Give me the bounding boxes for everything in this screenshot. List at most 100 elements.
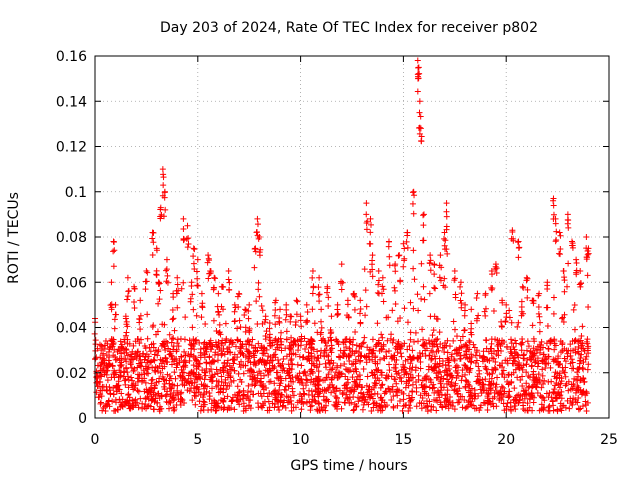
data-point xyxy=(254,215,261,222)
data-point xyxy=(519,335,526,342)
data-point xyxy=(443,367,450,374)
data-point xyxy=(369,266,376,273)
data-point xyxy=(564,211,571,218)
data-point xyxy=(206,393,213,400)
data-point xyxy=(413,403,420,410)
data-point xyxy=(417,392,424,399)
data-point xyxy=(404,319,411,326)
data-point xyxy=(221,360,228,367)
data-point xyxy=(300,354,307,361)
data-point xyxy=(371,371,378,378)
data-point xyxy=(200,406,207,413)
data-point xyxy=(246,353,253,360)
data-point xyxy=(516,396,523,403)
data-point xyxy=(386,367,393,374)
data-point xyxy=(205,275,212,282)
data-point xyxy=(351,406,358,413)
data-point xyxy=(108,279,115,286)
data-point xyxy=(181,382,188,389)
data-point xyxy=(408,396,415,403)
data-point xyxy=(127,360,134,367)
data-point xyxy=(231,391,238,398)
data-point xyxy=(368,407,375,414)
data-point xyxy=(314,355,321,362)
data-point xyxy=(189,324,196,331)
data-point xyxy=(164,272,171,279)
data-point xyxy=(481,308,488,315)
data-point xyxy=(535,310,542,317)
data-point xyxy=(510,355,517,362)
data-point xyxy=(342,339,349,346)
data-point xyxy=(410,247,417,254)
data-point xyxy=(514,323,521,330)
data-point xyxy=(505,381,512,388)
data-point xyxy=(437,387,444,394)
data-point xyxy=(391,284,398,291)
data-point xyxy=(266,365,273,372)
data-point xyxy=(501,407,508,414)
data-point xyxy=(421,384,428,391)
data-point xyxy=(411,192,418,199)
data-point xyxy=(217,331,224,338)
data-point xyxy=(462,371,469,378)
data-point xyxy=(537,319,544,326)
data-point xyxy=(410,374,417,381)
data-point xyxy=(345,353,352,360)
data-point xyxy=(190,362,197,369)
data-point xyxy=(458,377,465,384)
data-point xyxy=(160,182,167,189)
data-point xyxy=(111,346,118,353)
data-point xyxy=(240,370,247,377)
data-point xyxy=(93,374,100,381)
data-point xyxy=(501,390,508,397)
data-point xyxy=(198,314,205,321)
data-point xyxy=(416,109,423,116)
data-point xyxy=(124,352,131,359)
data-point xyxy=(347,367,354,374)
data-point xyxy=(341,385,348,392)
data-point xyxy=(453,333,460,340)
data-point xyxy=(262,316,269,323)
data-point xyxy=(142,286,149,293)
data-point xyxy=(187,295,194,302)
data-point xyxy=(148,341,155,348)
data-point xyxy=(168,361,175,368)
data-point xyxy=(220,306,227,313)
data-point xyxy=(416,130,423,137)
data-point xyxy=(390,403,397,410)
data-point xyxy=(440,375,447,382)
data-point xyxy=(401,371,408,378)
data-point xyxy=(360,365,367,372)
data-point xyxy=(131,285,138,292)
data-point xyxy=(154,364,161,371)
data-point xyxy=(431,262,438,269)
data-point xyxy=(416,349,423,356)
data-point xyxy=(192,338,199,345)
data-point xyxy=(550,310,557,317)
data-point xyxy=(341,399,348,406)
data-point xyxy=(498,383,505,390)
data-point xyxy=(458,343,465,350)
data-point xyxy=(573,271,580,278)
data-point xyxy=(389,354,396,361)
data-point xyxy=(426,398,433,405)
data-point xyxy=(498,323,505,330)
data-point xyxy=(409,388,416,395)
data-point xyxy=(561,369,568,376)
data-point xyxy=(277,397,284,404)
data-point xyxy=(141,371,148,378)
data-point xyxy=(169,335,176,342)
data-point xyxy=(185,240,192,247)
data-point xyxy=(318,337,325,344)
data-point xyxy=(288,366,295,373)
data-point xyxy=(378,290,385,297)
data-point xyxy=(147,359,154,366)
data-point xyxy=(433,336,440,343)
data-point xyxy=(179,373,186,380)
data-point xyxy=(283,311,290,318)
data-point xyxy=(323,364,330,371)
data-point xyxy=(397,278,404,285)
data-point xyxy=(156,375,163,382)
data-point xyxy=(390,393,397,400)
x-tick-label: 20 xyxy=(497,432,515,448)
